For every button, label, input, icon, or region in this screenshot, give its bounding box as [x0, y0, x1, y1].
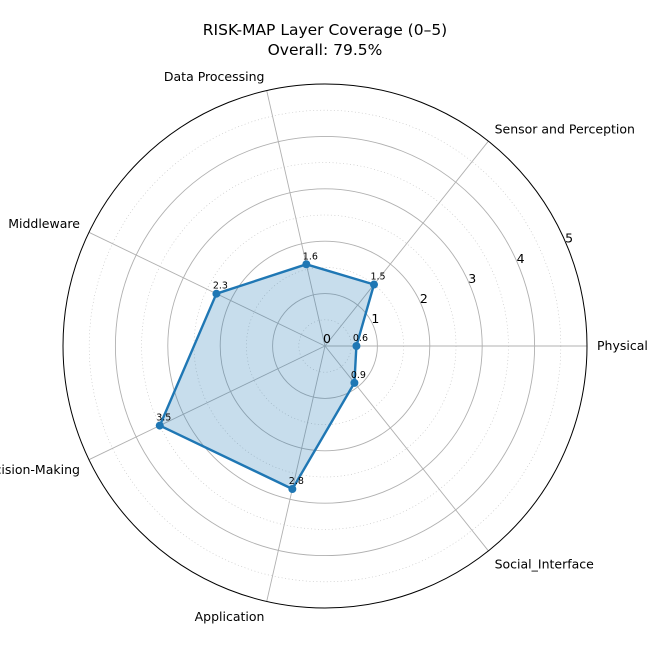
data-label: 2.8	[289, 476, 304, 487]
category-label: Decision-Making	[0, 462, 80, 477]
r-tick-label: 4	[517, 251, 525, 266]
data-point	[155, 421, 164, 430]
category-label: Data Processing	[164, 69, 265, 84]
data-point	[370, 280, 379, 289]
r-tick-label: 1	[371, 311, 379, 326]
r-tick-label: 5	[565, 231, 573, 246]
category-label: Middleware	[8, 216, 80, 231]
data-point	[212, 289, 221, 298]
data-layer	[155, 260, 379, 494]
series-line	[158, 263, 376, 491]
data-point	[352, 342, 361, 350]
label-layer: 0.6 1.5 1.6 2.3 3.5 2.8 0.9 0 1 2 3 4 5 Physical Senso…	[0, 69, 648, 624]
axis-spoke	[266, 345, 326, 602]
r-tick-label: 2	[420, 291, 428, 306]
data-label: 0.6	[353, 333, 368, 344]
data-label: 1.6	[303, 251, 318, 262]
category-label: Physical	[597, 338, 648, 353]
grid-layer	[62, 83, 588, 609]
category-label: Social_Interface	[495, 557, 595, 572]
axis-spoke	[88, 345, 326, 461]
chart-title: RISK-MAP Layer Coverage (0–5)	[203, 21, 447, 39]
data-label: 1.5	[370, 272, 385, 283]
axis-spoke	[324, 140, 489, 347]
data-point	[302, 260, 311, 269]
axis-spoke	[266, 90, 326, 347]
axis-spoke	[88, 231, 326, 347]
r-tick-label: 0	[323, 331, 331, 346]
r-tick-label: 3	[468, 271, 476, 286]
data-label: 2.3	[213, 281, 228, 292]
category-label: Sensor and Perception	[495, 121, 635, 136]
data-label: 3.5	[156, 413, 171, 424]
outer-boundary	[62, 83, 588, 609]
category-label: Application	[195, 609, 265, 624]
chart-subtitle: Overall: 79.5%	[268, 41, 383, 59]
data-point	[288, 485, 297, 494]
data-label: 0.9	[351, 370, 366, 381]
series-area	[159, 264, 374, 489]
data-point	[350, 378, 359, 387]
